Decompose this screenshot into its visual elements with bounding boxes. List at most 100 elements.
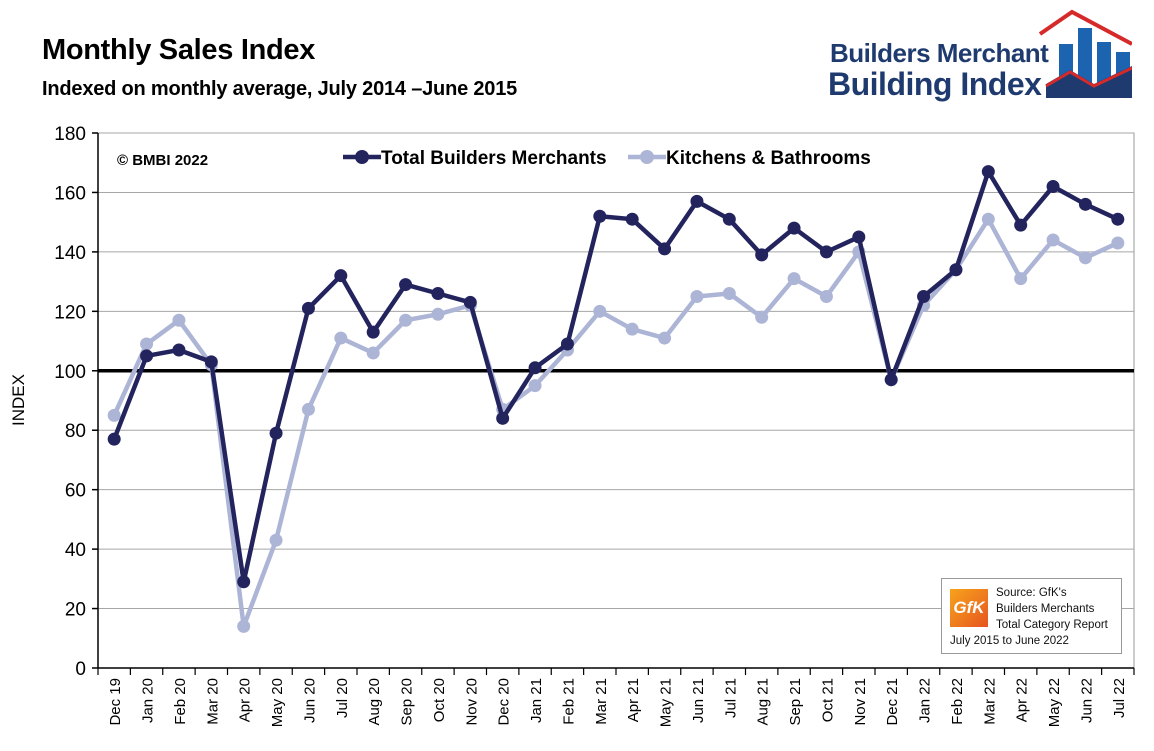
data-point-1	[1014, 272, 1028, 286]
data-point-1	[528, 379, 542, 393]
data-point-1	[787, 272, 801, 286]
x-tick-label: Dec 20	[496, 678, 513, 726]
copyright-label: © BMBI 2022	[117, 152, 208, 169]
y-tick-label: 140	[54, 243, 86, 264]
legend-label-0: Total Builders Merchants	[381, 148, 607, 169]
x-tick-label: Mar 21	[593, 678, 610, 725]
data-point-1	[237, 619, 251, 633]
x-tick-label: Nov 20	[463, 678, 480, 726]
x-tick-label: Aug 20	[366, 678, 383, 726]
legend-marker-1	[640, 150, 654, 164]
data-point-1	[819, 289, 833, 303]
x-tick-label: Dec 21	[884, 678, 901, 726]
data-point-0	[722, 212, 736, 226]
x-tick-label: Dec 19	[107, 678, 124, 726]
y-tick-label: 0	[75, 659, 86, 680]
source-box: GfK Source: GfK's Builders Merchants Tot…	[941, 578, 1122, 654]
x-tick-label: Jun 20	[301, 678, 318, 723]
y-tick-label: 60	[65, 481, 86, 502]
data-point-0	[431, 287, 445, 300]
data-point-0	[1111, 212, 1125, 226]
x-tick-label: Jul 20	[334, 678, 351, 718]
data-point-1	[690, 289, 704, 303]
x-tick-label: May 20	[269, 678, 286, 727]
data-point-0	[819, 245, 833, 259]
x-tick-label: Jul 21	[722, 678, 739, 718]
y-tick-label: 100	[54, 362, 86, 383]
data-point-0	[204, 355, 218, 369]
data-point-0	[981, 165, 995, 179]
x-tick-label: Jan 22	[917, 678, 934, 723]
x-tick-label: Oct 21	[819, 678, 836, 722]
data-point-1	[658, 331, 672, 345]
x-tick-label: Feb 21	[560, 678, 577, 725]
data-point-1	[107, 408, 121, 422]
data-point-1	[1078, 251, 1092, 265]
chart-subtitle: Indexed on monthly average, July 2014 –J…	[42, 78, 518, 100]
source-line1: Source: GfK's	[996, 587, 1067, 599]
y-tick-label: 160	[54, 183, 86, 204]
data-point-1	[366, 346, 380, 360]
data-point-0	[463, 295, 477, 309]
series-line-0	[112, 169, 1119, 585]
data-point-0	[884, 373, 898, 387]
x-tick-label: Jul 22	[1111, 678, 1128, 718]
data-point-0	[852, 230, 866, 244]
data-point-0	[1046, 180, 1060, 193]
data-point-0	[625, 212, 639, 226]
data-point-1	[625, 322, 639, 336]
y-axis-label: INDEX	[9, 374, 28, 426]
data-point-1	[1046, 233, 1060, 247]
data-point-0	[593, 209, 607, 223]
data-point-0	[140, 349, 154, 363]
logo-text-line2: Building Index	[828, 66, 1042, 102]
data-point-0	[334, 269, 348, 283]
source-line3: Total Category Report	[996, 619, 1108, 631]
data-point-0	[690, 194, 704, 208]
data-point-0	[787, 221, 801, 235]
y-tick-label: 20	[65, 600, 86, 621]
data-point-0	[1078, 197, 1092, 211]
data-point-0	[496, 411, 510, 425]
data-point-1	[981, 212, 995, 226]
data-point-1	[399, 313, 413, 327]
x-tick-label: Nov 21	[852, 678, 869, 726]
x-tick-label: Apr 21	[625, 678, 642, 722]
x-tick-label: May 21	[658, 678, 675, 727]
x-tick-label: Apr 20	[237, 678, 254, 722]
x-tick-label: Sep 21	[787, 678, 804, 726]
x-tick-label: Mar 20	[204, 678, 221, 725]
y-tick-label: 180	[54, 124, 86, 145]
x-tick-label: Jan 21	[528, 678, 545, 723]
data-point-0	[399, 278, 413, 292]
x-tick-label: Jan 20	[140, 678, 157, 723]
data-point-0	[949, 263, 963, 277]
chart-title: Monthly Sales Index	[42, 34, 316, 66]
data-point-1	[755, 310, 769, 324]
data-point-1	[722, 287, 736, 300]
data-point-0	[1014, 218, 1028, 232]
data-point-1	[172, 313, 186, 327]
data-point-0	[366, 325, 380, 339]
legend-marker-0	[355, 150, 369, 164]
data-point-0	[172, 343, 186, 357]
data-point-0	[658, 242, 672, 256]
logo-graphic	[1038, 9, 1132, 98]
series-line-1	[112, 216, 1119, 629]
y-tick-label: 120	[54, 302, 86, 323]
y-tick-label: 40	[65, 540, 86, 561]
x-tick-label: Mar 22	[981, 678, 998, 725]
source-line2: Builders Merchants	[996, 603, 1095, 615]
data-point-1	[301, 402, 315, 416]
data-point-1	[140, 337, 154, 351]
data-point-0	[917, 289, 931, 303]
x-tick-label: Feb 20	[172, 678, 189, 725]
data-point-1	[593, 304, 607, 318]
data-point-1	[334, 331, 348, 345]
x-tick-label: May 22	[1046, 678, 1063, 727]
data-point-0	[269, 426, 283, 440]
data-point-1	[1111, 236, 1125, 250]
x-tick-label: Jun 21	[690, 678, 707, 723]
gfk-logo: GfK	[950, 589, 988, 627]
